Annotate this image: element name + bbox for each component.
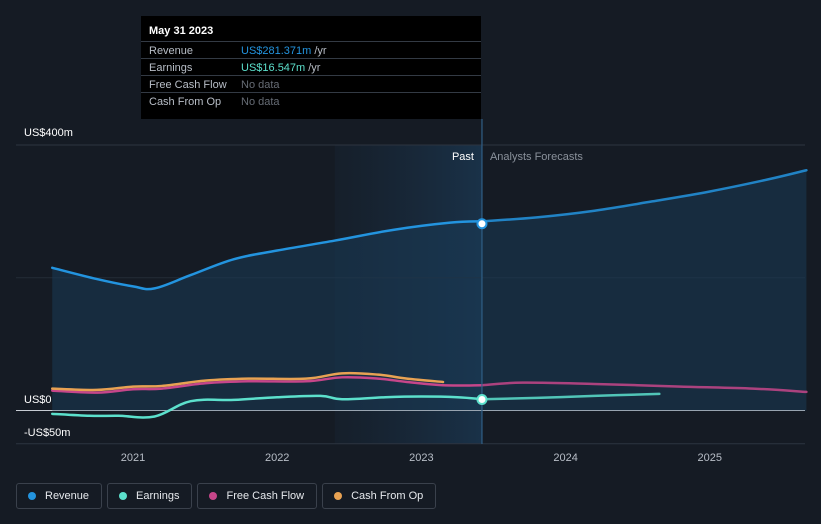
forecast-label: Analysts Forecasts [490,151,583,163]
tooltip-value: US$16.547m/yr [241,62,321,74]
past-label: Past [452,151,474,163]
tooltip-value: No data [241,79,280,91]
earnings-hover-marker [476,394,488,406]
free-cash-flow-forecast-line [480,381,808,394]
legend-label: Free Cash Flow [226,490,305,502]
tooltip-row-cash-from-op: Cash From Op No data [141,92,481,110]
x-tick-label: 2024 [553,452,577,464]
tooltip-value: No data [241,96,280,108]
legend-item-cash-from-op[interactable]: Cash From Op [322,483,437,509]
revenue-hover-marker [476,218,488,230]
free-cash-flow-dot-icon [209,492,218,500]
y-label-bottom: -US$50m [24,427,70,439]
tooltip-label: Free Cash Flow [149,79,227,91]
x-tick-label: 2025 [698,452,722,464]
revenue-forecast-line [480,168,808,223]
revenue-past-line [50,220,484,291]
tooltip-date: May 31 2023 [149,25,214,37]
hover-tooltip: May 31 2023 Revenue US$281.371m/yr Earni… [141,16,481,119]
tooltip-value: US$281.371m/yr [241,45,327,57]
tooltip-row-revenue: Revenue US$281.371m/yr [141,41,481,59]
revenue-area-fill [52,170,807,411]
x-tick-label: 2021 [121,452,145,464]
x-tick-label: 2022 [265,452,289,464]
y-label-zero: US$0 [24,394,52,406]
legend-label: Earnings [136,490,180,502]
legend-item-free-cash-flow[interactable]: Free Cash Flow [197,483,318,509]
legend-label: Revenue [45,490,90,502]
y-label-top: US$400m [24,127,73,139]
tooltip-row-earnings: Earnings US$16.547m/yr [141,58,481,76]
legend-item-earnings[interactable]: Earnings [107,483,193,509]
tooltip-label: Earnings [149,62,193,74]
tooltip-row-free-cash-flow: Free Cash Flow No data [141,75,481,93]
tooltip-label: Cash From Op [149,96,222,108]
cash-from-op-dot-icon [334,492,343,500]
earnings-past-line [50,394,484,419]
legend-label: Cash From Op [351,490,424,502]
x-tick-label: 2023 [409,452,433,464]
chart-legend: Revenue Earnings Free Cash Flow Cash Fro… [16,483,437,509]
earnings-forecast-line [480,392,661,401]
tooltip-label: Revenue [149,45,194,57]
earnings-dot-icon [119,492,128,500]
revenue-dot-icon [28,492,36,500]
legend-item-revenue[interactable]: Revenue [16,483,103,509]
cash-from-op-past-line [50,371,445,392]
free-cash-flow-past-line [50,375,484,394]
